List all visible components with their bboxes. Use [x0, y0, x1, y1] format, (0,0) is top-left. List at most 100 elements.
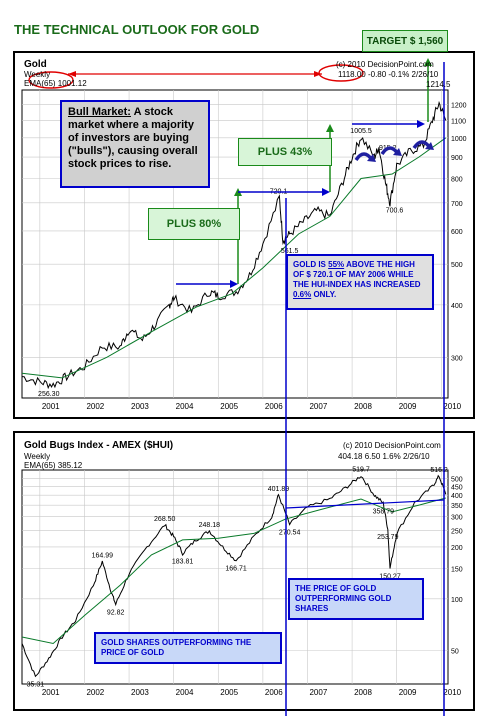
hui-x-tick-label: 2007: [309, 688, 327, 697]
hui-data-label: 401.89: [268, 486, 290, 493]
price-outperform-box: THE PRICE OF GOLD OUTPERFORMING GOLD SHA…: [288, 578, 424, 620]
blue-level-2004-head: [230, 280, 238, 288]
hui-y-tick-label: 150: [451, 566, 463, 573]
gold-y-tick-label: 1000: [451, 136, 467, 143]
hui-y-tick-label: 450: [451, 484, 463, 491]
hui-x-tick-label: 2004: [176, 688, 194, 697]
hui-x-tick-label: 2008: [354, 688, 372, 697]
hui-x-tick-label: 2002: [86, 688, 104, 697]
price-outperform-text: THE PRICE OF GOLD OUTPERFORMING GOLD SHA…: [295, 584, 392, 613]
hui-data-label: 519.7: [352, 467, 370, 474]
hui-y-tick-label: 400: [451, 493, 463, 500]
hui-y-tick-label: 300: [451, 515, 463, 522]
curved-arrow-icon-head: [425, 142, 434, 150]
red-arrow-left-head: [68, 71, 76, 77]
gold-y-tick-label: 800: [451, 177, 463, 184]
hui-data-label: 248.18: [199, 522, 221, 529]
gold-y-tick-label: 500: [451, 262, 463, 269]
blue-level-720-head: [322, 188, 330, 196]
blue-hui-level: [285, 499, 445, 509]
gold-x-tick-label: 2008: [354, 402, 372, 411]
hui-chart-ema-label: EMA(65) 385.12: [24, 461, 83, 470]
bull-market-text: A stock market where a majority of inves…: [68, 106, 198, 170]
hui-y-tick-label: 350: [451, 503, 463, 510]
hui-y-tick-label: 500: [451, 476, 463, 483]
gold-ema-line: [21, 137, 447, 379]
red-arrow-right-head: [314, 71, 322, 77]
hui-data-label: 150.27: [379, 573, 401, 580]
gold-x-tick-label: 2006: [265, 402, 283, 411]
red-ellipse-left: [28, 71, 74, 89]
curved-arrow-icon-head: [367, 154, 376, 162]
gold-above-pct2: 0.6%: [293, 290, 312, 299]
gold-x-tick-label: 2010: [443, 402, 461, 411]
hui-data-label: 92.82: [107, 609, 125, 616]
gold-y-tick-label: 600: [451, 229, 463, 236]
plus80-box: PLUS 80%: [148, 208, 240, 240]
hui-x-tick-label: 2009: [399, 688, 417, 697]
hui-data-label: 35.31: [27, 682, 45, 689]
hui-price-line: [21, 474, 447, 678]
gold-y-tick-label: 900: [451, 155, 463, 162]
gold-price-line: [21, 100, 447, 390]
hui-y-tick-label: 100: [451, 597, 463, 604]
gold-data-label: 700.6: [386, 208, 404, 215]
hui-ema-line: [21, 497, 446, 645]
shares-outperform-box: GOLD SHARES OUTPERFORMING THE PRICE OF G…: [94, 632, 282, 664]
gold-chart-subtitle: Weekly: [24, 70, 51, 79]
gold-above-text-1: GOLD IS: [293, 260, 329, 269]
hui-x-tick-label: 2003: [131, 688, 149, 697]
hui-y-tick-label: 250: [451, 528, 463, 535]
hui-y-tick-label: 200: [451, 545, 463, 552]
gold-x-tick-label: 2005: [220, 402, 238, 411]
hui-data-label: 268.50: [154, 516, 176, 523]
green-arrow-target-head: [424, 58, 432, 66]
plus80-label: PLUS 80%: [166, 218, 222, 230]
gold-x-tick-label: 2009: [399, 402, 417, 411]
gold-above-box: GOLD IS 55% ABOVE THE HIGH OF $ 720.1 OF…: [286, 254, 434, 310]
gold-chart-name: Gold: [24, 59, 47, 70]
hui-data-label: 270.54: [279, 529, 301, 536]
plus43-label: PLUS 43%: [257, 146, 313, 158]
hui-x-tick-label: 2006: [265, 688, 283, 697]
gold-above-text-2: ABOVE THE HIGH OF $ 720.1 OF MAY 2006 WH…: [293, 260, 421, 289]
hui-chart-stats: 404.18 6.50 1.6% 2/26/10: [338, 452, 430, 461]
hui-chart-name: Gold Bugs Index - AMEX ($HUI): [24, 440, 174, 451]
hui-x-tick-label: 2010: [443, 688, 461, 697]
hui-x-tick-label: 2001: [42, 688, 60, 697]
hui-chart-subtitle: Weekly: [24, 452, 51, 461]
gold-chart-ema-label: EMA(65) 1001.12: [24, 79, 87, 88]
plus43-box: PLUS 43%: [238, 138, 332, 166]
red-ellipse-right: [318, 64, 364, 82]
gold-y-tick-label: 1200: [451, 103, 467, 110]
gold-x-tick-label: 2007: [309, 402, 327, 411]
hui-data-label: 164.99: [92, 552, 114, 559]
target-box: TARGET $ 1,560: [362, 30, 448, 52]
gold-y-tick-label: 1100: [451, 118, 466, 125]
page-title: THE TECHNICAL OUTLOOK FOR GOLD: [14, 22, 260, 37]
blue-level-1005-head: [417, 120, 425, 128]
bull-market-box: Bull Market: A stock market where a majo…: [60, 100, 210, 188]
curved-arrow-icon-head: [393, 148, 402, 156]
gold-x-tick-label: 2004: [176, 402, 194, 411]
gold-chart-last-value: 1214.5: [426, 80, 451, 89]
gold-chart-copyright: (c) 2010 DecisionPoint.com: [336, 60, 434, 69]
gold-above-text-3: ONLY.: [311, 290, 337, 299]
gold-x-tick-label: 2002: [86, 402, 104, 411]
shares-outperform-text: GOLD SHARES OUTPERFORMING THE PRICE OF G…: [101, 638, 252, 657]
hui-data-label: 253.79: [377, 534, 399, 541]
gold-x-tick-label: 2001: [42, 402, 60, 411]
gold-data-label: 1005.5: [350, 128, 372, 135]
gold-y-tick-label: 400: [451, 303, 463, 310]
gold-data-label: 561.5: [281, 248, 299, 255]
gold-y-tick-label: 700: [451, 201, 463, 208]
hui-x-tick-label: 2005: [220, 688, 238, 697]
hui-data-label: 516.2: [430, 467, 448, 474]
hui-data-label: 166.71: [225, 566, 247, 573]
hui-data-label: 183.81: [172, 558, 194, 565]
bull-market-title: Bull Market:: [68, 106, 131, 118]
green-arrow-plus43-head: [326, 124, 334, 132]
hui-y-tick-label: 50: [451, 649, 459, 656]
hui-data-label: 358.79: [373, 508, 395, 515]
